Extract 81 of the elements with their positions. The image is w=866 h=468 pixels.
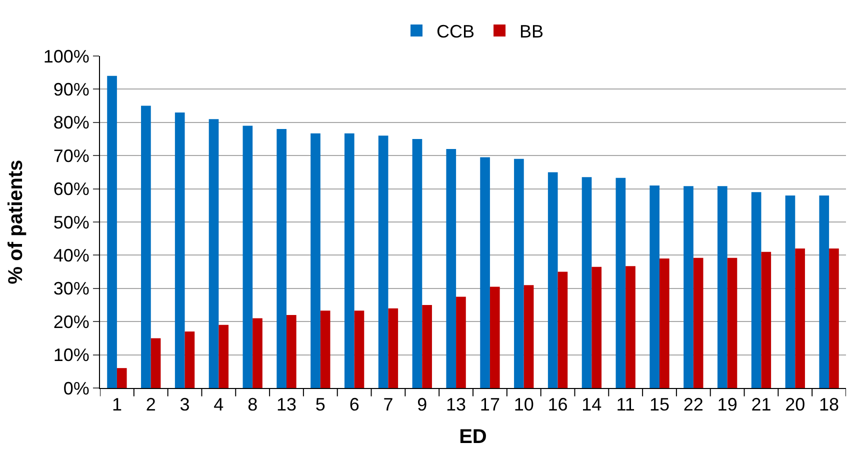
y-tick-label: 40% [53, 246, 90, 266]
y-tick-label: 10% [53, 345, 90, 366]
bar [218, 324, 229, 388]
bar [660, 258, 670, 388]
x-tick-label: 22 [683, 394, 704, 415]
bar [310, 133, 320, 388]
x-tick-label: 4 [214, 394, 224, 415]
x-tick-label: 20 [785, 394, 806, 415]
bar [558, 272, 568, 388]
x-tick-label: 6 [349, 394, 360, 415]
bar [456, 296, 466, 388]
bar [412, 139, 422, 388]
bar [490, 286, 500, 388]
bar [684, 186, 694, 388]
y-axis-title: % of patients [4, 160, 27, 284]
bar [626, 266, 636, 388]
bar [592, 266, 602, 388]
bar [141, 106, 151, 388]
bar [751, 192, 762, 388]
x-tick-label: 15 [649, 394, 670, 415]
bar [548, 172, 558, 388]
y-tick-label: 20% [53, 312, 90, 332]
x-tick-label: 7 [383, 394, 394, 415]
bar [378, 136, 388, 388]
y-tick-label: 100% [43, 46, 90, 66]
x-tick-label: 5 [315, 394, 326, 415]
bar [727, 258, 738, 388]
bar [650, 185, 660, 388]
x-tick-label: 1 [112, 394, 122, 415]
bar [524, 285, 534, 388]
bar [582, 177, 592, 388]
x-tick-label: 9 [417, 394, 428, 415]
x-tick-label: 14 [582, 394, 602, 415]
x-axis-title: ED [459, 426, 487, 448]
bar [388, 308, 398, 388]
x-tick-label: 21 [751, 394, 772, 415]
y-tick-label: 30% [53, 278, 90, 299]
x-tick-label: 13 [446, 394, 466, 415]
bar [819, 195, 830, 388]
bar [320, 310, 330, 388]
bar [252, 318, 262, 388]
bar [514, 158, 524, 388]
bar [242, 126, 253, 388]
x-tick-label: 3 [180, 394, 190, 415]
bar [761, 252, 772, 388]
bar [829, 248, 839, 388]
bar [184, 332, 195, 388]
x-tick-label: 17 [480, 394, 500, 415]
x-tick-label: 2 [146, 394, 156, 415]
y-tick-label: 80% [53, 112, 90, 133]
bar [795, 248, 805, 388]
bar [717, 186, 728, 388]
y-tick-label: 60% [53, 179, 90, 200]
y-tick-label: 90% [53, 80, 90, 100]
bar [107, 76, 117, 388]
x-tick-label: 19 [717, 394, 738, 415]
legend-label: CCB [436, 22, 475, 42]
bar [208, 119, 219, 388]
y-tick-label: 0% [63, 378, 90, 398]
bar [422, 305, 432, 388]
x-tick-label: 11 [616, 394, 635, 415]
x-tick-label: 8 [248, 394, 258, 415]
bar [480, 157, 490, 388]
x-tick-label: 16 [548, 394, 568, 415]
bar [286, 314, 296, 388]
bar [446, 148, 456, 388]
bar [693, 258, 704, 388]
bar [616, 178, 626, 388]
legend-label: BB [520, 22, 544, 42]
x-tick-label: 18 [819, 394, 840, 415]
bar [150, 338, 161, 388]
bar [344, 133, 354, 388]
y-tick-label: 70% [53, 146, 90, 166]
bar [354, 310, 364, 388]
y-tick-label: 50% [53, 212, 90, 232]
bar [276, 129, 286, 388]
bar [785, 195, 796, 388]
x-tick-label: 10 [514, 394, 534, 415]
x-tick-label: 13 [276, 394, 297, 415]
bar [174, 112, 185, 388]
bar [116, 368, 127, 388]
